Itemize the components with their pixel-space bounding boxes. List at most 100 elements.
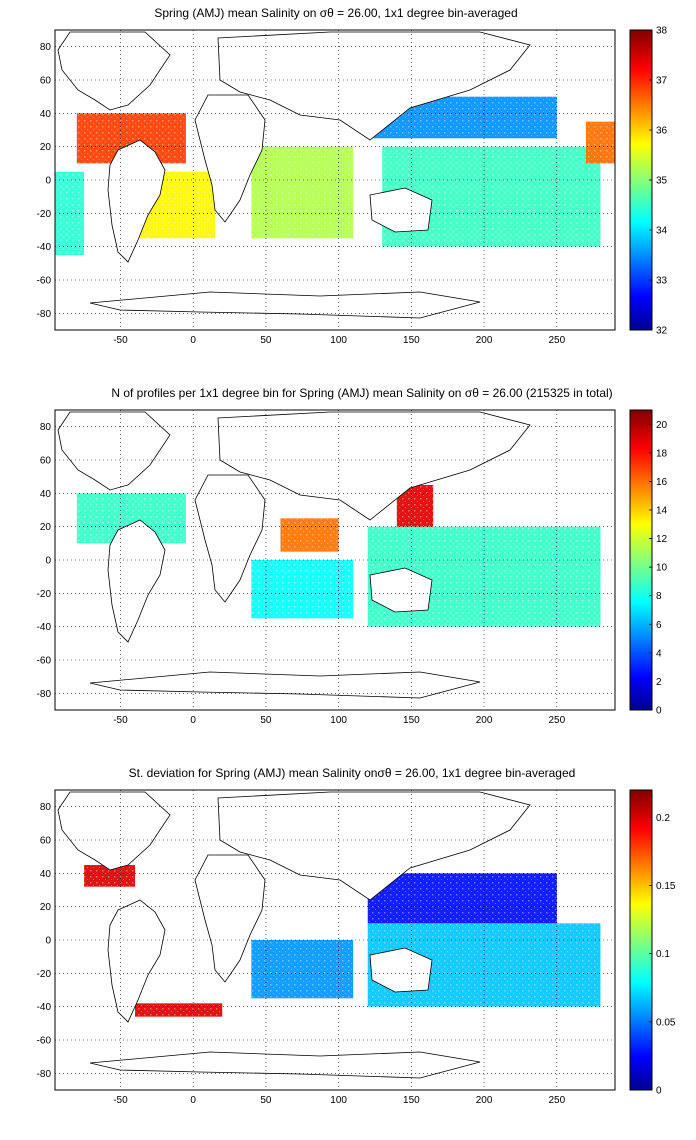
colorbar-tick-label: 0.15 bbox=[656, 881, 676, 892]
colorbar bbox=[629, 409, 653, 711]
x-tick-label: 200 bbox=[476, 1095, 493, 1106]
colorbar-tick-label: 33 bbox=[656, 276, 668, 287]
colorbar-tick-label: 35 bbox=[656, 176, 668, 187]
x-tick-label: 200 bbox=[476, 335, 493, 346]
y-tick-label: -60 bbox=[37, 276, 52, 287]
colorbar-tick-label: 0.1 bbox=[656, 949, 670, 960]
colorbar-tick-label: 18 bbox=[656, 448, 668, 459]
panel-profile-count: N of profiles per 1x1 degree bin for Spr… bbox=[37, 386, 668, 726]
y-tick-label: -80 bbox=[37, 1069, 52, 1080]
y-tick-label: 0 bbox=[45, 556, 51, 567]
x-tick-label: -50 bbox=[113, 715, 128, 726]
colorbar bbox=[629, 29, 653, 331]
land-outline bbox=[57, 411, 531, 699]
heatmap-region-texture bbox=[280, 518, 339, 552]
x-tick-label: 0 bbox=[190, 335, 196, 346]
grid-lines bbox=[55, 790, 615, 1090]
land-outline bbox=[57, 31, 531, 319]
y-tick-label: 40 bbox=[40, 489, 52, 500]
x-tick-labels: -50 0 50 100 150 200 250 bbox=[113, 1095, 565, 1106]
x-tick-label: 0 bbox=[190, 715, 196, 726]
x-tick-label: 100 bbox=[330, 1095, 347, 1106]
y-tick-label: 80 bbox=[40, 42, 52, 53]
y-tick-labels: 80 60 40 20 0 -20 -40 -60 -80 bbox=[37, 42, 52, 320]
y-tick-label: 20 bbox=[40, 902, 52, 913]
x-tick-labels: -50 0 50 100 150 200 250 bbox=[113, 335, 565, 346]
axes-frame bbox=[54, 789, 616, 1091]
heatmap-region-texture bbox=[84, 865, 135, 887]
heatmap-region-texture bbox=[251, 146, 354, 239]
x-tick-label: 250 bbox=[548, 715, 565, 726]
y-tick-label: 0 bbox=[45, 176, 51, 187]
y-tick-label: 20 bbox=[40, 522, 52, 533]
colorbar-tick-label: 36 bbox=[656, 126, 668, 137]
heatmap-region-texture bbox=[367, 873, 557, 924]
y-tick-label: -20 bbox=[37, 969, 52, 980]
x-tick-label: 250 bbox=[548, 1095, 565, 1106]
colorbar-tick-label: 10 bbox=[656, 563, 668, 574]
panel-salinity-mean: Spring (AMJ) mean Salinity on σθ = 26.00… bbox=[37, 6, 668, 346]
colorbar-tick-label: 34 bbox=[656, 226, 668, 237]
y-tick-label: 80 bbox=[40, 422, 52, 433]
x-tick-label: 150 bbox=[403, 715, 420, 726]
y-tick-label: 60 bbox=[40, 456, 52, 467]
chart-title: Spring (AMJ) mean Salinity on σθ = 26.00… bbox=[154, 6, 517, 20]
y-tick-label: 20 bbox=[40, 142, 52, 153]
colorbar-tick-label: 38 bbox=[656, 26, 668, 37]
y-tick-label: -40 bbox=[37, 622, 52, 633]
land-outline bbox=[57, 791, 531, 1079]
colorbar-tick-label: 0.2 bbox=[656, 813, 670, 824]
colorbar-tick-label: 16 bbox=[656, 477, 668, 488]
x-tick-label: 100 bbox=[330, 715, 347, 726]
y-tick-labels: 80 60 40 20 0 -20 -40 -60 -80 bbox=[37, 802, 52, 1080]
colorbar-tick-label: 2 bbox=[656, 677, 662, 688]
chart-title: N of profiles per 1x1 degree bin for Spr… bbox=[111, 386, 612, 400]
y-tick-label: 80 bbox=[40, 802, 52, 813]
y-tick-label: -20 bbox=[37, 589, 52, 600]
y-tick-label: 60 bbox=[40, 76, 52, 87]
colorbar-tick-labels: 0.2 0.15 0.1 0.05 0 bbox=[649, 813, 676, 1097]
axes-frame bbox=[54, 409, 616, 711]
y-tick-label: -80 bbox=[37, 689, 52, 700]
colorbar-tick-labels: 38 37 36 35 34 33 32 bbox=[649, 26, 668, 337]
x-tick-labels: -50 0 50 100 150 200 250 bbox=[113, 715, 565, 726]
panel-salinity-std: St. deviation for Spring (AMJ) mean Sali… bbox=[37, 766, 676, 1106]
y-tick-label: -80 bbox=[37, 309, 52, 320]
y-tick-label: -60 bbox=[37, 1036, 52, 1047]
colorbar-tick-label: 0 bbox=[656, 1086, 662, 1097]
heatmap-region-texture bbox=[251, 560, 354, 619]
y-tick-label: -20 bbox=[37, 209, 52, 220]
x-tick-label: 100 bbox=[330, 335, 347, 346]
colorbar-tick-label: 0.05 bbox=[656, 1017, 676, 1028]
colorbar-tick-label: 8 bbox=[656, 591, 662, 602]
chart-title: St. deviation for Spring (AMJ) mean Sali… bbox=[129, 766, 576, 780]
grid-lines bbox=[55, 410, 615, 710]
colorbar-tick-label: 20 bbox=[656, 420, 668, 431]
colorbar-tick-label: 37 bbox=[656, 76, 668, 87]
y-tick-label: -60 bbox=[37, 656, 52, 667]
y-tick-label: 0 bbox=[45, 936, 51, 947]
x-tick-label: 0 bbox=[190, 1095, 196, 1106]
colorbar-tick-label: 0 bbox=[656, 706, 662, 717]
y-tick-label: -40 bbox=[37, 1002, 52, 1013]
axes-frame bbox=[54, 29, 616, 331]
colorbar bbox=[629, 789, 653, 1091]
y-tick-labels: 80 60 40 20 0 -20 -40 -60 -80 bbox=[37, 422, 52, 700]
x-tick-label: -50 bbox=[113, 335, 128, 346]
colorbar-tick-label: 12 bbox=[656, 534, 668, 545]
y-tick-label: 40 bbox=[40, 869, 52, 880]
y-tick-label: 40 bbox=[40, 109, 52, 120]
y-tick-label: -40 bbox=[37, 242, 52, 253]
x-tick-label: 50 bbox=[260, 335, 272, 346]
heatmap-region-texture bbox=[251, 940, 354, 999]
heatmap-region-texture bbox=[585, 121, 615, 164]
colorbar-tick-label: 4 bbox=[656, 648, 662, 659]
grid-lines bbox=[55, 30, 615, 330]
x-tick-label: 150 bbox=[403, 335, 420, 346]
x-tick-label: 150 bbox=[403, 1095, 420, 1106]
colorbar-tick-label: 14 bbox=[656, 506, 668, 517]
x-tick-label: -50 bbox=[113, 1095, 128, 1106]
x-tick-label: 50 bbox=[260, 1095, 272, 1106]
